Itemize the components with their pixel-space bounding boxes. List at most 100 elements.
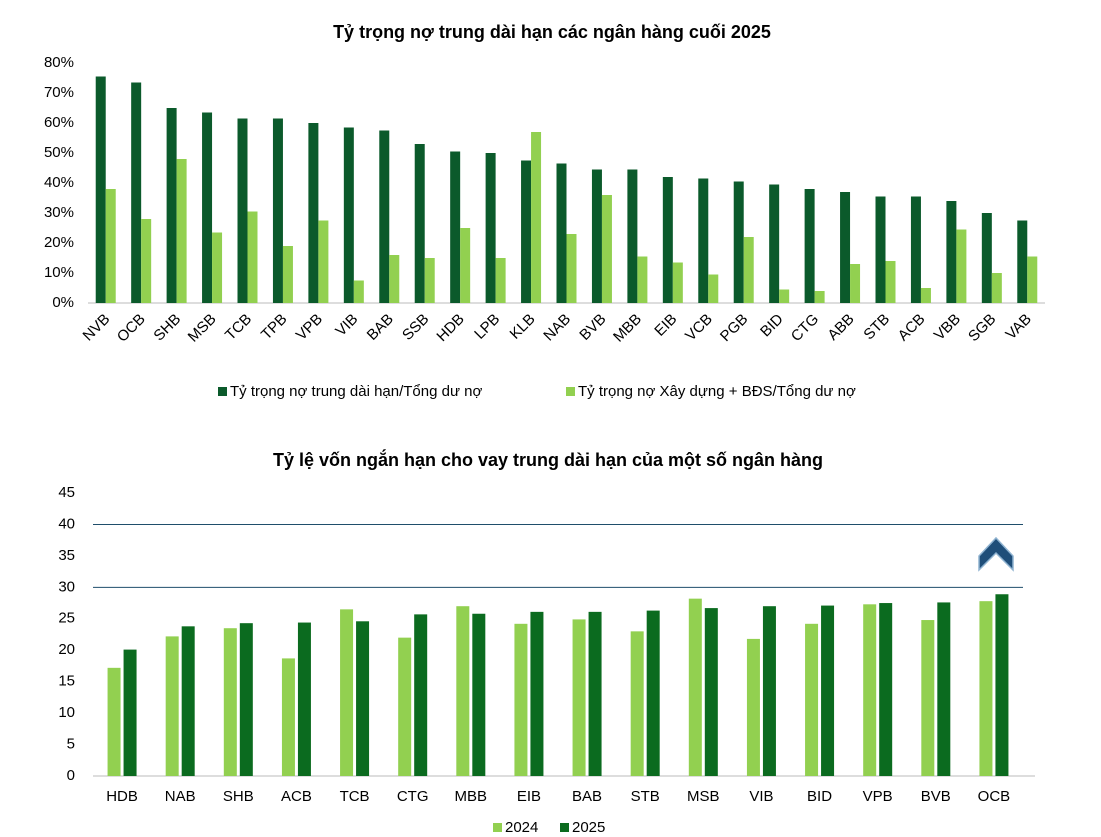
x-tick-label: EIB bbox=[651, 311, 680, 340]
y-tick-label: 50% bbox=[44, 144, 74, 161]
x-tick-label: KLB bbox=[507, 311, 539, 343]
y-tick-label: 20% bbox=[44, 234, 74, 251]
bar bbox=[398, 637, 412, 776]
bar bbox=[237, 118, 248, 303]
bar bbox=[662, 177, 673, 303]
x-tick-label: VPB bbox=[293, 311, 326, 344]
x-tick-label: BAB bbox=[572, 788, 602, 805]
y-tick-label: 10% bbox=[44, 264, 74, 281]
legend-swatch bbox=[560, 823, 569, 832]
bar bbox=[863, 604, 877, 776]
bar bbox=[308, 123, 319, 303]
bar bbox=[769, 184, 780, 303]
bar bbox=[247, 211, 258, 303]
bar bbox=[131, 82, 142, 303]
bar bbox=[566, 234, 577, 303]
bar bbox=[166, 108, 177, 303]
x-tick-label: ABB bbox=[824, 311, 857, 344]
bar bbox=[733, 181, 744, 303]
bar bbox=[885, 261, 896, 303]
bar bbox=[123, 649, 137, 776]
x-tick-label: SSB bbox=[399, 311, 432, 344]
legend-label: 2024 bbox=[505, 819, 538, 836]
x-tick-label: VBB bbox=[931, 311, 964, 344]
bar bbox=[937, 602, 951, 776]
bar bbox=[805, 623, 819, 776]
x-tick-label: SHB bbox=[223, 788, 254, 805]
bar bbox=[340, 609, 354, 776]
x-tick-label: MSB bbox=[687, 788, 720, 805]
bar bbox=[272, 118, 283, 303]
x-tick-label: TCB bbox=[222, 311, 255, 344]
x-tick-label: VPB bbox=[863, 788, 893, 805]
x-tick-label: BAB bbox=[364, 311, 397, 344]
y-tick-label: 15 bbox=[58, 673, 75, 690]
bar bbox=[472, 613, 486, 776]
bar bbox=[591, 169, 602, 303]
y-tick-label: 40% bbox=[44, 174, 74, 191]
bar bbox=[495, 258, 506, 303]
bar bbox=[601, 195, 612, 303]
bar bbox=[956, 229, 967, 303]
bar bbox=[979, 601, 993, 776]
bar bbox=[318, 220, 329, 303]
bar bbox=[181, 626, 195, 776]
legend-swatch bbox=[493, 823, 502, 832]
bar bbox=[414, 144, 425, 303]
x-tick-label: BID bbox=[757, 311, 787, 341]
y-tick-label: 5 bbox=[67, 736, 75, 753]
bar bbox=[688, 598, 702, 776]
x-tick-label: BVB bbox=[576, 311, 609, 344]
legend-label: Tỷ trọng nợ Xây dựng + BĐS/Tổng dư nợ bbox=[578, 383, 856, 400]
x-tick-label: BVB bbox=[921, 788, 951, 805]
x-tick-label: MBB bbox=[455, 788, 488, 805]
bar bbox=[521, 160, 532, 303]
bar bbox=[875, 196, 886, 303]
bar bbox=[746, 638, 760, 776]
x-tick-label: TPB bbox=[258, 311, 291, 344]
bar bbox=[450, 151, 461, 303]
y-tick-label: 60% bbox=[44, 114, 74, 131]
x-tick-label: MBB bbox=[610, 311, 645, 346]
legend-label: Tỷ trọng nợ trung dài hạn/Tổng dư nợ bbox=[230, 383, 483, 400]
y-tick-label: 10 bbox=[58, 704, 75, 721]
bar bbox=[456, 606, 470, 776]
bar bbox=[637, 256, 648, 303]
bar bbox=[95, 76, 106, 303]
bar bbox=[282, 246, 293, 303]
bar bbox=[530, 611, 544, 776]
bar bbox=[1017, 220, 1028, 303]
y-tick-label: 20 bbox=[58, 641, 75, 658]
y-tick-label: 40 bbox=[58, 515, 75, 532]
y-tick-label: 80% bbox=[44, 54, 74, 71]
bar bbox=[1027, 256, 1038, 303]
bar bbox=[910, 196, 921, 303]
bar bbox=[202, 112, 213, 303]
y-tick-label: 0% bbox=[52, 294, 74, 311]
bar bbox=[779, 289, 790, 303]
bar bbox=[281, 658, 295, 776]
bar bbox=[297, 622, 311, 776]
y-tick-label: 70% bbox=[44, 84, 74, 101]
x-tick-label: LPB bbox=[471, 311, 503, 343]
x-tick-label: NAB bbox=[165, 788, 196, 805]
bar bbox=[814, 291, 825, 303]
y-tick-label: 25 bbox=[58, 610, 75, 627]
bar bbox=[424, 258, 435, 303]
x-tick-label: EIB bbox=[517, 788, 541, 805]
bar bbox=[840, 192, 851, 303]
bar bbox=[239, 623, 253, 776]
bar bbox=[921, 620, 935, 776]
x-tick-label: SGB bbox=[965, 311, 999, 345]
x-tick-label: VIB bbox=[749, 788, 773, 805]
x-tick-label: HDB bbox=[433, 311, 467, 345]
bar bbox=[165, 636, 179, 776]
bar bbox=[141, 219, 152, 303]
x-tick-label: ACB bbox=[281, 788, 312, 805]
bar bbox=[485, 153, 496, 303]
y-tick-label: 45 bbox=[58, 484, 75, 501]
bar bbox=[704, 608, 718, 776]
bar bbox=[588, 611, 602, 776]
